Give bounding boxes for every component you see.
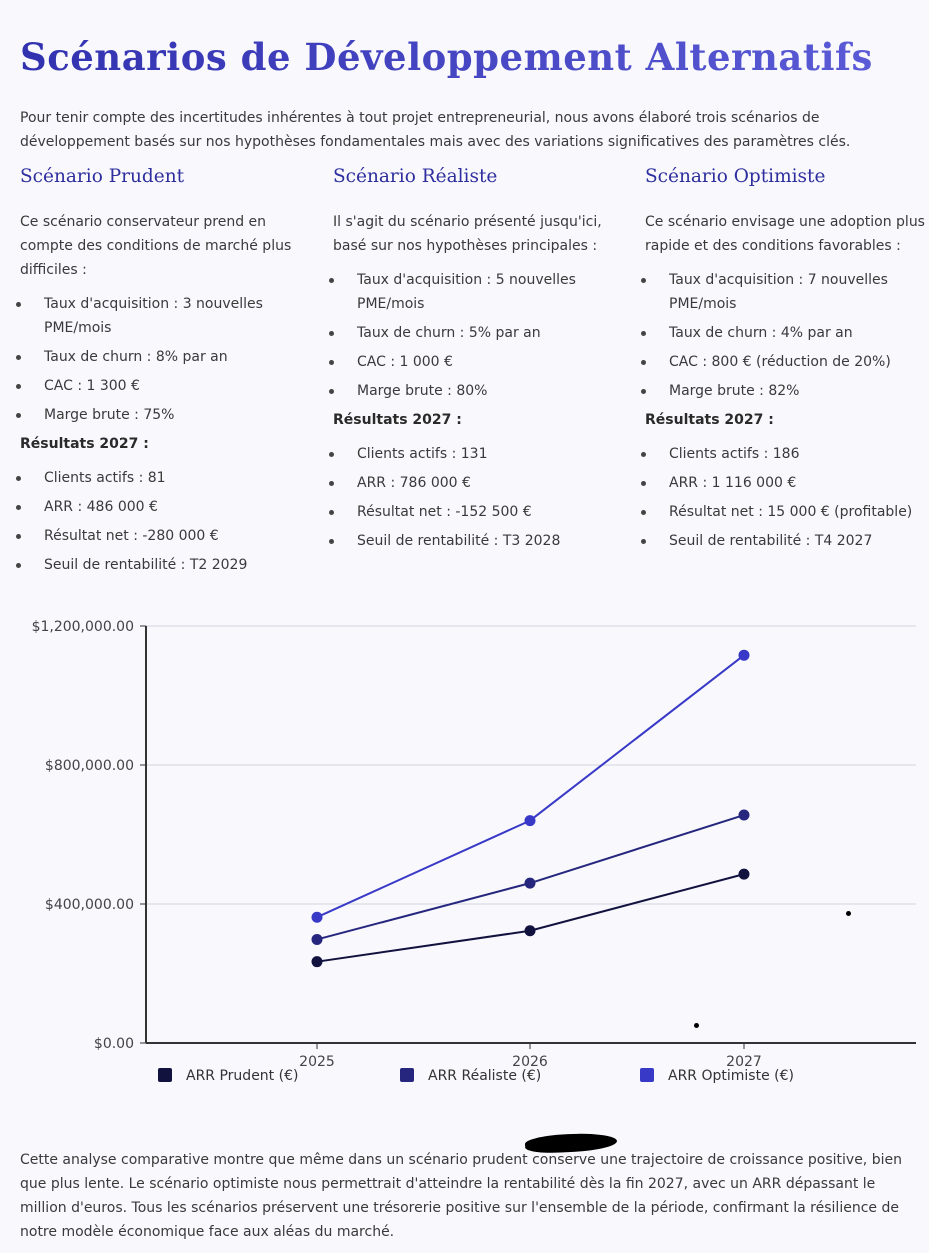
- list-item: CAC : 800 € (réduction de 20%): [641, 350, 925, 374]
- data-point: [524, 925, 536, 937]
- list-item: Taux de churn : 4% par an: [641, 321, 925, 345]
- list-item: Marge brute : 82%: [641, 379, 925, 403]
- list-item: Clients actifs : 186: [641, 442, 925, 466]
- legend-swatch: [158, 1068, 172, 1082]
- list-item: Résultat net : -152 500 €: [329, 500, 613, 524]
- data-point: [738, 649, 750, 661]
- assumption-list: Taux d'acquisition : 5 nouvelles PME/moi…: [329, 268, 613, 403]
- results-label: Résultats 2027 :: [20, 436, 149, 452]
- legend-label: ARR Réaliste (€): [428, 1068, 542, 1084]
- data-point: [524, 815, 536, 827]
- scenario-heading: Scénario Prudent: [20, 166, 185, 187]
- conclusion-paragraph: Cette analyse comparative montre que mêm…: [20, 1152, 902, 1240]
- legend-swatch: [640, 1068, 654, 1082]
- list-item: Taux d'acquisition : 5 nouvelles PME/moi…: [329, 268, 613, 316]
- y-tick-label: $1,200,000.00: [32, 619, 134, 635]
- list-item: Taux d'acquisition : 3 nouvelles PME/moi…: [16, 292, 300, 340]
- results-list: Clients actifs : 81 ARR : 486 000 € Résu…: [16, 466, 300, 577]
- y-tick-label: $0.00: [94, 1036, 134, 1052]
- data-point: [738, 809, 750, 821]
- ink-speck: [694, 1023, 699, 1028]
- assumption-list: Taux d'acquisition : 7 nouvelles PME/moi…: [641, 268, 925, 403]
- y-tick-label: $400,000.00: [45, 897, 134, 913]
- list-item: ARR : 1 116 000 €: [641, 471, 925, 495]
- list-item: CAC : 1 300 €: [16, 374, 300, 398]
- list-item: ARR : 786 000 €: [329, 471, 613, 495]
- list-item: Seuil de rentabilité : T4 2027: [641, 529, 925, 553]
- assumption-list: Taux d'acquisition : 3 nouvelles PME/moi…: [16, 292, 300, 427]
- data-point: [738, 868, 750, 880]
- intro-paragraph: Pour tenir compte des incertitudes inhér…: [20, 110, 851, 150]
- data-point: [311, 956, 323, 968]
- list-item: ARR : 486 000 €: [16, 495, 300, 519]
- ink-speck: [846, 911, 851, 916]
- scenario-heading: Scénario Optimiste: [645, 166, 826, 187]
- scenario-description: Ce scénario conservateur prend en compte…: [20, 214, 292, 278]
- list-item: Clients actifs : 81: [16, 466, 300, 490]
- results-list: Clients actifs : 186 ARR : 1 116 000 € R…: [641, 442, 925, 553]
- scenario-column-prudent: Scénario Prudent Ce scénario conservateu…: [16, 166, 300, 582]
- series-line-1: [316, 814, 745, 941]
- scenario-column-optimiste: Scénario Optimiste Ce scénario envisage …: [641, 166, 925, 558]
- scenario-description: Ce scénario envisage une adoption plus r…: [645, 214, 925, 254]
- results-label: Résultats 2027 :: [645, 412, 774, 428]
- list-item: Taux d'acquisition : 7 nouvelles PME/moi…: [641, 268, 925, 316]
- data-point: [311, 933, 323, 945]
- data-point: [524, 877, 536, 889]
- list-item: Résultat net : 15 000 € (profitable): [641, 500, 925, 524]
- legend-label: ARR Optimiste (€): [668, 1068, 794, 1084]
- x-tick-label: 2026: [512, 1054, 548, 1070]
- page-title: Scénarios de Développement Alternatifs: [20, 34, 873, 79]
- legend-item-prudent[interactable]: ARR Prudent (€): [158, 1068, 298, 1084]
- list-item: Clients actifs : 131: [329, 442, 613, 466]
- list-item: Taux de churn : 5% par an: [329, 321, 613, 345]
- results-list: Clients actifs : 131 ARR : 786 000 € Rés…: [329, 442, 613, 553]
- x-tick-label: 2025: [299, 1054, 335, 1070]
- legend-label: ARR Prudent (€): [186, 1068, 299, 1084]
- scenario-column-realiste: Scénario Réaliste Il s'agit du scénario …: [329, 166, 613, 558]
- arr-line-chart: $0.00 $400,000.00 $800,000.00 $1,200,000.00…: [32, 619, 916, 1070]
- x-tick-label: 2027: [726, 1054, 762, 1070]
- scenario-description: Il s'agit du scénario présenté jusqu'ici…: [333, 214, 602, 254]
- y-tick-label: $800,000.00: [45, 758, 134, 774]
- list-item: Taux de churn : 8% par an: [16, 345, 300, 369]
- list-item: CAC : 1 000 €: [329, 350, 613, 374]
- list-item: Marge brute : 80%: [329, 379, 613, 403]
- scenario-heading: Scénario Réaliste: [333, 166, 498, 187]
- data-point: [311, 911, 323, 923]
- legend-item-realiste[interactable]: ARR Réaliste (€): [400, 1068, 541, 1084]
- list-item: Résultat net : -280 000 €: [16, 524, 300, 548]
- list-item: Seuil de rentabilité : T3 2028: [329, 529, 613, 553]
- legend-swatch: [400, 1068, 414, 1082]
- list-item: Marge brute : 75%: [16, 403, 300, 427]
- results-label: Résultats 2027 :: [333, 412, 462, 428]
- list-item: Seuil de rentabilité : T2 2029: [16, 553, 300, 577]
- legend-item-optimiste[interactable]: ARR Optimiste (€): [640, 1068, 794, 1084]
